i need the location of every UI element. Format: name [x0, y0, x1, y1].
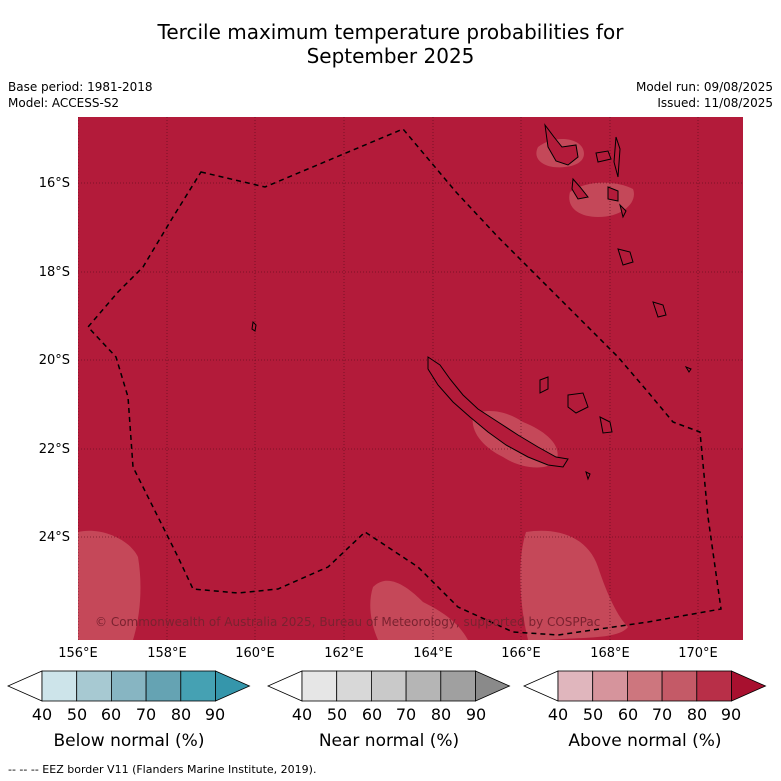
colorbar-tick: 60	[361, 705, 383, 724]
model-name: Model: ACCESS-S2	[8, 96, 120, 110]
colorbar-over-triangle	[731, 670, 767, 702]
loyalty-island-3	[599, 416, 613, 434]
lon-tick: 168°E	[590, 646, 630, 661]
colorbar-over-triangle	[215, 670, 251, 702]
colorbar-segment	[76, 670, 112, 702]
colorbar-segment	[627, 670, 663, 702]
colorbar-label: Below normal (%)	[53, 731, 205, 751]
new-caledonia-coast	[427, 356, 569, 468]
lon-tick: 170°E	[678, 646, 718, 661]
vanuatu-north	[544, 123, 579, 166]
colorbar-tick: 90	[204, 705, 226, 724]
colorbar-under-triangle	[523, 670, 559, 702]
colorbar-tick: 70	[395, 705, 417, 724]
colorbars	[7, 670, 767, 702]
vanuatu-island-4	[571, 177, 589, 200]
colorbar-segment	[145, 670, 182, 702]
colorbar-segment	[440, 670, 476, 702]
vanuatu-island-3	[613, 136, 621, 178]
map-title: Tercile maximum temperature probabilitie…	[0, 20, 781, 68]
colorbar-segment	[592, 670, 628, 702]
colorbar-segment	[41, 670, 78, 702]
colorbar-label: Above normal (%)	[568, 731, 722, 751]
map-gridlines	[78, 117, 743, 640]
title-line-1: Tercile maximum temperature probabilitie…	[157, 20, 624, 44]
lat-tick: 24°S	[38, 530, 70, 545]
meta-left: Base period: 1981-2018 Model: ACCESS-S2	[8, 79, 153, 111]
colorbar-tick: 50	[66, 705, 88, 724]
lat-tick: 18°S	[38, 265, 70, 280]
colorbar-tick: 80	[430, 705, 452, 724]
colorbar-segment	[557, 670, 594, 702]
colorbar-tick: 90	[465, 705, 487, 724]
colorbar-over-triangle	[475, 670, 511, 702]
colorbar-tick: 50	[582, 705, 604, 724]
vanuatu-south	[652, 301, 667, 318]
colorbar-segment	[336, 670, 372, 702]
vanuatu-island-2	[595, 150, 612, 163]
eez-footnote: -- -- -- EEZ border V11 (Flanders Marine…	[8, 763, 317, 776]
map-background	[78, 117, 743, 640]
small-island-2	[251, 320, 257, 332]
lon-tick: 160°E	[235, 646, 275, 661]
coastlines	[251, 123, 692, 481]
lon-tick: 164°E	[413, 646, 453, 661]
colorbar-segment	[661, 670, 698, 702]
colorbar-tick: 60	[617, 705, 639, 724]
colorbar-under-triangle	[7, 670, 43, 702]
lat-tick: 20°S	[38, 353, 70, 368]
base-period: Base period: 1981-2018	[8, 80, 153, 94]
vanuatu-island-6	[619, 203, 627, 219]
meta-right: Model run: 09/08/2025 Issued: 11/08/2025	[636, 79, 773, 111]
colorbar-tick: 40	[547, 705, 569, 724]
colorbar-tick: 70	[135, 705, 157, 724]
model-run: Model run: 09/08/2025	[635, 80, 773, 94]
colorbar-label: Near normal (%)	[318, 731, 460, 751]
vanuatu-island-7	[617, 248, 634, 266]
lon-tick: 162°E	[324, 646, 364, 661]
small-island	[585, 471, 591, 481]
lat-tick: 22°S	[38, 442, 70, 457]
colorbar-under-triangle	[267, 670, 303, 702]
colorbar-segment	[301, 670, 338, 702]
colorbar-segment	[696, 670, 732, 702]
colorbar-segment	[370, 670, 407, 702]
small-island-3	[684, 365, 692, 373]
probability-map[interactable]: © Commonwealth of Australia 2025, Bureau…	[78, 117, 743, 640]
colorbar-segment	[405, 670, 442, 702]
lon-tick: 166°E	[501, 646, 541, 661]
loyalty-island-2	[567, 392, 589, 414]
eez-border	[86, 128, 722, 636]
colorbar-segment	[180, 670, 216, 702]
colorbar-segment	[111, 670, 147, 702]
colorbar-tick: 70	[651, 705, 673, 724]
copyright-notice: © Commonwealth of Australia 2025, Bureau…	[95, 615, 600, 629]
loyalty-island-1	[539, 376, 549, 394]
colorbar-tick: 90	[720, 705, 742, 724]
colorbar-tick: 40	[31, 705, 53, 724]
title-line-2: September 2025	[306, 44, 475, 68]
lon-tick: 158°E	[147, 646, 187, 661]
colorbar-tick: 80	[170, 705, 192, 724]
colorbar-tick: 60	[100, 705, 122, 724]
colorbar-tick: 40	[291, 705, 313, 724]
lat-tick: 16°S	[38, 176, 70, 191]
colorbar-tick: 80	[686, 705, 708, 724]
issued-date: Issued: 11/08/2025	[657, 96, 773, 110]
vanuatu-island-5	[607, 186, 619, 202]
lon-tick: 156°E	[58, 646, 98, 661]
colorbar-tick: 50	[326, 705, 348, 724]
